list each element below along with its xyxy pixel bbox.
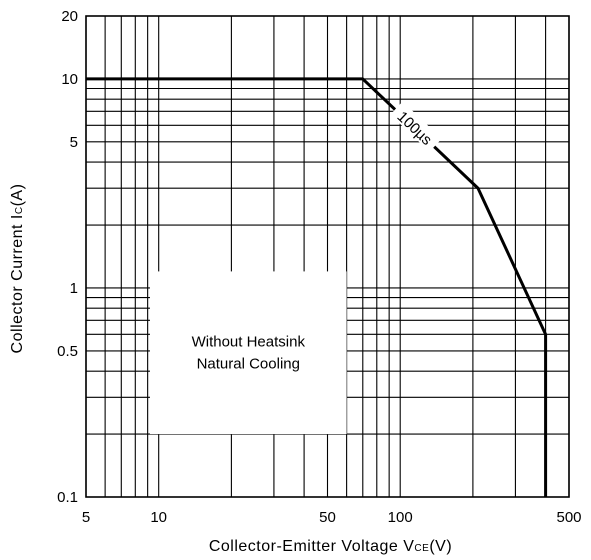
x-tick-label: 500: [556, 509, 581, 526]
y-tick-label: 10: [61, 71, 78, 88]
series: [86, 77, 548, 497]
x-tick-label: 5: [82, 509, 90, 526]
annotation-line-2: Natural Cooling: [197, 356, 300, 373]
y-axis-label-sub: C: [14, 206, 25, 214]
plot-border: [85, 15, 570, 498]
x-tick-labels: 5 10 50 100 500: [82, 509, 582, 526]
y-tick-labels: 0.1 0.5 1 5 10 20: [57, 8, 78, 506]
y-tick-label: 20: [61, 8, 78, 25]
y-tick-label: 0.5: [57, 343, 78, 360]
y-tick-label: 0.1: [57, 489, 78, 506]
annotation-box: [149, 271, 347, 435]
plot-frame: [85, 15, 570, 498]
x-axis-label-main: Collector-Emitter Voltage V: [209, 538, 415, 555]
annotation-line-1: Without Heatsink: [192, 334, 306, 351]
x-tick-label: 100: [388, 509, 413, 526]
x-tick-label: 10: [150, 509, 167, 526]
x-axis-label-unit: (V): [429, 538, 452, 555]
x-axis-label-sub: CE: [414, 543, 429, 554]
y-axis-label: Collector Current IC(A): [9, 184, 26, 354]
y-tick-label: 5: [70, 134, 78, 151]
y-axis-label-unit: (A): [9, 184, 26, 207]
y-axis-label-main: Collector Current I: [9, 214, 26, 353]
y-tick-label: 1: [70, 280, 78, 297]
pulse-label-background: [390, 101, 442, 152]
soa-curve: [86, 77, 548, 497]
x-axis-label: Collector-Emitter Voltage VCE(V): [209, 538, 452, 555]
x-tick-label: 50: [319, 509, 336, 526]
